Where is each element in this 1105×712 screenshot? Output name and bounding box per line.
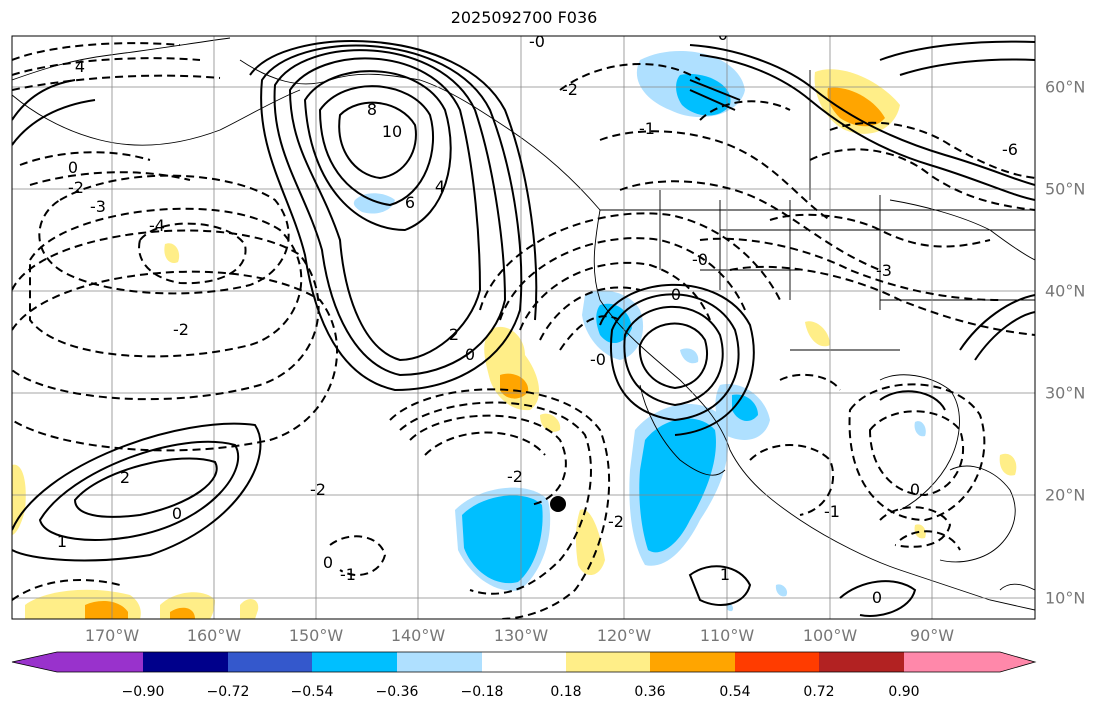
lat-label: 50°N [1045, 179, 1086, 199]
svg-text:-3: -3 [90, 197, 106, 216]
svg-text:4: 4 [435, 177, 445, 196]
lon-label: 110°W [699, 626, 755, 645]
svg-text:-0: -0 [590, 350, 606, 369]
svg-text:-0: -0 [529, 32, 545, 51]
colorbar-tick-label: 0.18 [550, 684, 582, 700]
svg-text:-2: -2 [310, 480, 326, 499]
map-border [11, 35, 1036, 620]
svg-text:0: 0 [872, 588, 882, 607]
solid-contours [12, 40, 1035, 617]
colorbar-segment [228, 652, 312, 672]
colorbar-segment [650, 652, 735, 672]
map-title: 2025092700 F036 [450, 8, 598, 27]
svg-text:0: 0 [323, 553, 333, 572]
svg-text:2: 2 [120, 468, 130, 487]
colorbar-segment [482, 652, 566, 672]
colorbar-segment [312, 652, 397, 672]
lat-label: 40°N [1045, 281, 1086, 301]
lon-label: 100°W [802, 626, 858, 645]
lon-label: 160°W [186, 626, 242, 645]
svg-text:-6: -6 [1002, 140, 1018, 159]
lon-label: 150°W [288, 626, 344, 645]
svg-text:1: 1 [57, 532, 67, 551]
colorbar-tick-label: 0.72 [803, 684, 835, 700]
colorbar-segment [397, 652, 482, 672]
lat-label: 60°N [1045, 77, 1086, 97]
lon-label: 140°W [390, 626, 446, 645]
colorbar-tick-label: 0.36 [634, 684, 666, 700]
colorbar-extend-low [12, 652, 57, 672]
svg-text:-0: -0 [712, 25, 728, 44]
colorbar-tick-label: −0.90 [121, 684, 165, 700]
svg-text:0: 0 [910, 480, 920, 499]
svg-text:10: 10 [382, 122, 402, 141]
colorbar-tick-label: −0.54 [290, 684, 334, 700]
lat-label: 20°N [1045, 485, 1086, 505]
svg-text:-1: -1 [824, 502, 840, 521]
svg-text:-2: -2 [68, 178, 84, 197]
colorbar-segment [566, 652, 650, 672]
colorbar-tick-label: −0.72 [206, 684, 250, 700]
colorbar-tick-label: 0.54 [719, 684, 751, 700]
svg-text:4: 4 [75, 57, 85, 76]
colorbar-segment [904, 652, 1000, 672]
svg-text:-2: -2 [173, 320, 189, 339]
svg-text:2: 2 [449, 325, 459, 344]
lon-label: 170°W [84, 626, 140, 645]
colorbar-tick-label: −0.18 [460, 684, 504, 700]
svg-text:0: 0 [465, 345, 475, 364]
svg-text:-1: -1 [639, 119, 655, 138]
colorbar-border [11, 651, 1037, 673]
svg-text:1: 1 [720, 565, 730, 584]
colorbar-segment [819, 652, 904, 672]
colorbar-tick-label: −0.36 [375, 684, 419, 700]
svg-text:8: 8 [367, 100, 377, 119]
svg-text:-1: -1 [340, 565, 356, 584]
svg-text:0: 0 [68, 158, 78, 177]
colorbar-tick-label: 0.90 [888, 684, 920, 700]
graticule [12, 36, 1035, 619]
colorbar-segment [57, 652, 143, 672]
colorbar-segment [143, 652, 228, 672]
svg-text:0: 0 [671, 285, 681, 304]
svg-text:-2: -2 [608, 512, 624, 531]
lat-label: 30°N [1045, 383, 1086, 403]
svg-text:0: 0 [172, 504, 182, 523]
svg-text:-0: -0 [692, 250, 708, 269]
location-marker [550, 496, 566, 512]
dashed-contours [12, 42, 1035, 619]
svg-text:-2: -2 [562, 80, 578, 99]
lon-label: 120°W [596, 626, 652, 645]
svg-text:-3: -3 [876, 261, 892, 280]
colorbar-segment [735, 652, 819, 672]
lat-label: 10°N [1045, 588, 1086, 608]
lon-label: 90°W [909, 626, 955, 645]
colorbar-extend-high [1000, 652, 1035, 672]
svg-text:6: 6 [405, 193, 415, 212]
negative-shading [353, 193, 926, 612]
svg-text:-4: -4 [149, 216, 165, 235]
colorbar [12, 652, 1035, 672]
svg-text:-2: -2 [507, 467, 523, 486]
lon-label: 130°W [493, 626, 549, 645]
